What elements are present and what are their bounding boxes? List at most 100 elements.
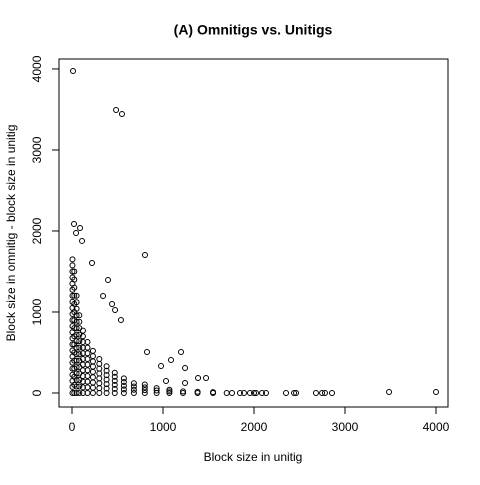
y-tick-label: 1000 — [30, 298, 44, 325]
point — [117, 317, 124, 323]
point — [73, 370, 80, 377]
point — [73, 312, 80, 319]
point — [96, 385, 103, 392]
point — [84, 367, 91, 374]
point — [103, 389, 110, 396]
point — [153, 387, 160, 394]
point — [158, 363, 165, 370]
point — [283, 389, 290, 396]
point — [141, 384, 148, 391]
point — [73, 338, 80, 345]
x-tick-label: 3000 — [332, 420, 359, 434]
x-tick-label: 2000 — [241, 420, 268, 434]
point — [84, 378, 91, 385]
point — [103, 367, 110, 374]
point — [321, 389, 328, 396]
point — [89, 353, 96, 360]
y-tick-label: 0 — [30, 389, 44, 396]
point — [73, 344, 80, 351]
point — [69, 389, 76, 396]
point — [73, 299, 80, 306]
x-tick-label: 0 — [69, 420, 76, 434]
point — [89, 379, 96, 386]
point — [73, 377, 80, 384]
point — [113, 106, 120, 113]
point — [73, 364, 80, 371]
point — [76, 351, 83, 358]
point — [153, 385, 160, 392]
plot-frame — [58, 58, 449, 408]
point — [84, 338, 91, 345]
point — [118, 111, 125, 118]
point — [71, 284, 78, 291]
point — [182, 380, 189, 387]
point — [163, 377, 170, 384]
point — [76, 331, 83, 338]
point — [89, 358, 96, 365]
point — [111, 373, 118, 380]
point — [168, 357, 175, 364]
point — [96, 360, 103, 367]
point — [319, 389, 326, 396]
point — [180, 388, 187, 395]
point — [130, 386, 137, 393]
point — [111, 381, 118, 388]
point — [130, 380, 137, 387]
point — [96, 365, 103, 372]
point — [70, 67, 77, 74]
point — [96, 380, 103, 387]
point — [109, 300, 116, 307]
point — [293, 389, 300, 396]
point — [263, 389, 270, 396]
point — [79, 237, 86, 244]
point — [76, 377, 83, 384]
point — [76, 338, 83, 345]
point — [105, 276, 112, 283]
point — [69, 292, 76, 299]
point — [130, 389, 137, 396]
chart-title: (A) Omnitigs vs. Unitigs — [174, 22, 333, 38]
point — [89, 363, 96, 370]
point — [89, 347, 96, 354]
point — [166, 386, 173, 393]
point — [96, 389, 103, 396]
point — [73, 357, 80, 364]
point — [291, 389, 298, 396]
point — [240, 389, 247, 396]
point — [69, 341, 76, 348]
x-tick-label: 4000 — [423, 420, 450, 434]
point — [112, 306, 119, 313]
point — [73, 331, 80, 338]
point — [111, 377, 118, 384]
point — [103, 376, 110, 383]
point — [103, 385, 110, 392]
point — [76, 344, 83, 351]
point — [84, 344, 91, 351]
point — [76, 312, 83, 319]
point — [73, 383, 80, 390]
point — [120, 379, 127, 386]
point — [96, 370, 103, 377]
point — [120, 386, 127, 393]
point — [84, 355, 91, 362]
point — [89, 368, 96, 375]
point — [79, 333, 86, 340]
point — [141, 251, 148, 258]
point — [89, 384, 96, 391]
point — [120, 389, 127, 396]
point — [103, 372, 110, 379]
point — [178, 348, 185, 355]
point — [76, 383, 83, 390]
point — [194, 388, 201, 395]
point — [141, 389, 148, 396]
point — [71, 268, 78, 275]
point — [210, 389, 217, 396]
point — [203, 375, 210, 381]
point — [103, 381, 110, 388]
point — [182, 364, 189, 371]
point — [89, 389, 96, 396]
point — [103, 363, 110, 370]
point — [73, 325, 80, 332]
point — [386, 389, 393, 396]
point — [223, 389, 230, 396]
